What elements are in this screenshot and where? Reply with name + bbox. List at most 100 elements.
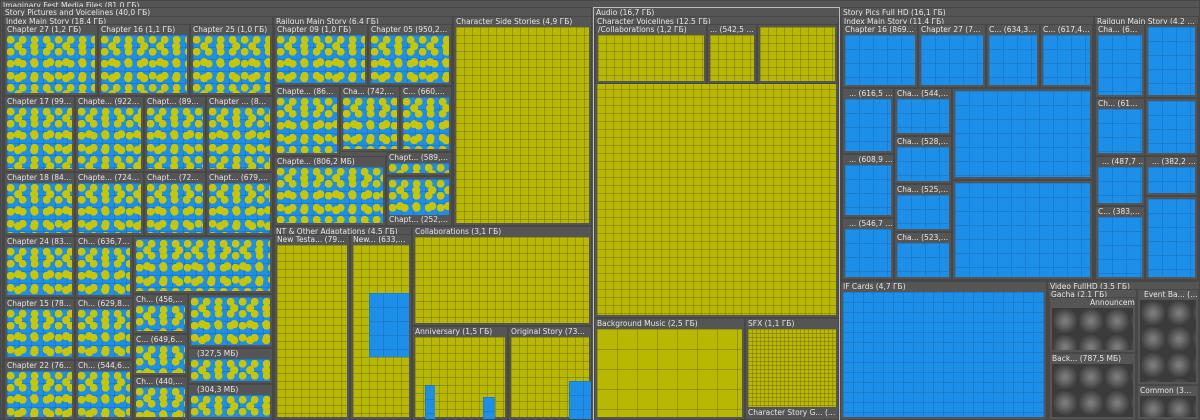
chapter-label: Chapter ... (873,0 МБ)	[209, 97, 270, 106]
chapter-label: Ch... (616,6 МБ)	[1098, 99, 1142, 108]
railgun-chapter-folder[interactable]: Chapte... (806,2 МБ)	[274, 156, 386, 226]
chapter-label: Chapt... (679,1 МБ)	[209, 173, 270, 182]
audio-unnamed-folder[interactable]: ... (542,5 МБ)	[707, 24, 757, 84]
if-cards-folder[interactable]: IF Cards (4,7 ГБ)	[840, 281, 1047, 420]
hd-chapter-folder[interactable]	[952, 88, 1093, 180]
hd-chapter-folder[interactable]: C... (617,4 МБ)	[1040, 24, 1093, 88]
chapter-folder[interactable]: (304,3 МБ)	[188, 384, 273, 420]
announcement-folder[interactable]: Announcement (1,0 ГБ)	[1049, 297, 1136, 353]
chapter-label: Cha... (525,9 МБ)	[897, 185, 949, 194]
hd-chapter-folder[interactable]: ... (546,7 МБ)	[842, 218, 894, 280]
chapter-label: Cha... (544,9 МБ)	[897, 89, 949, 98]
chapter-label: Chapter 15 (785,5 МБ)	[7, 299, 72, 308]
chapter-15-folder[interactable]: Chapter 15 (785,5 МБ)	[4, 298, 75, 360]
chapter-label: Chapter 22 (769,1 МБ)	[7, 361, 72, 370]
chapter-label: Ch... (456,4 МБ)	[136, 295, 185, 304]
common-folder[interactable]: Common (377,1 МБ)	[1137, 385, 1199, 420]
chapter-folder[interactable]: (327,5 МБ)	[188, 348, 273, 384]
chapter-label: Chapter 27 (1,2 ГБ)	[7, 25, 82, 34]
railgun-chapter-folder[interactable]: Chapter 05 (950,2 МБ)	[368, 24, 452, 86]
back-label: Back... (787,5 МБ)	[1052, 354, 1122, 363]
chapter-label: Ch... (544,6 МБ)	[78, 361, 130, 370]
hd-chapter-folder[interactable]: Cha... (544,9 МБ)	[894, 88, 952, 136]
chapter-label: Cha... (523,2 МБ)	[897, 233, 949, 242]
railgun-chapter-folder[interactable]: Chapt... (252,5 МБ)	[386, 176, 452, 226]
chapter-label: Cha... (742,9 МБ)	[343, 87, 397, 96]
chapter-label: Chapt... (252,5 МБ)	[389, 215, 449, 224]
chapter-label: Ch... (440,0 МБ)	[136, 377, 185, 386]
railgun-hd-chapter-folder[interactable]: Ch... (616,6 МБ)	[1095, 98, 1145, 156]
chapter-folder[interactable]: Chapt... (679,1 МБ)	[206, 172, 273, 236]
anniversary-folder[interactable]: Anniversary (1,5 ГБ)	[412, 326, 508, 420]
bgm-folder[interactable]: Background Music (2,5 ГБ)	[594, 318, 745, 420]
chapter-label: Chapte... (922,9 МБ)	[78, 97, 141, 106]
chapter-folder[interactable]: Ch... (440,0 МБ)	[133, 376, 188, 420]
railgun-hd-chapter-folder[interactable]	[1145, 24, 1198, 98]
sfx-folder[interactable]: SFX (1,1 ГБ) Character Story G... (465,2…	[745, 318, 839, 420]
hd-chapter-folder[interactable]: Cha... (523,2 МБ)	[894, 232, 952, 280]
chapter-folder[interactable]	[188, 294, 273, 348]
chapter-24-folder[interactable]: Chapter 24 (834,4 МБ)	[4, 236, 75, 298]
chapter-folder[interactable]: Ch... (544,6 МБ)	[75, 360, 133, 420]
hd-chapter-folder[interactable]	[952, 180, 1093, 280]
railgun-hd-chapter-folder[interactable]	[1145, 196, 1198, 280]
chapter-folder[interactable]	[133, 236, 273, 294]
chapter-folder[interactable]: Chapt... (723,8 МБ)	[144, 172, 206, 236]
chapter-25-folder[interactable]: Chapter 25 (1,0 ГБ)	[190, 24, 273, 96]
chapter-label: Chapter 25 (1,0 ГБ)	[193, 25, 268, 34]
hd-chapter-folder[interactable]: ... (616,5 МБ)	[842, 88, 894, 154]
chapter-folder[interactable]: Ch... (456,4 МБ)	[133, 294, 188, 334]
railgun-chapter-folder[interactable]: C... (660,9 МБ)	[400, 86, 452, 152]
bgm-label: Background Music (2,5 ГБ)	[597, 319, 698, 328]
anniversary-label: Anniversary (1,5 ГБ)	[415, 327, 493, 336]
chapter-label: Chapte... (868,0 МБ)	[277, 87, 337, 96]
original-story-folder[interactable]: Original Story (738,5 МБ)	[508, 326, 592, 420]
collab-story-folder[interactable]: Collaborations (3,1 ГБ)	[412, 226, 592, 326]
railgun-chapter-folder[interactable]: Chapter 09 (1,0 ГБ)	[274, 24, 368, 86]
railgun-hd-chapter-folder[interactable]	[1145, 98, 1198, 156]
chapter-label: C... (383,8 МБ)	[1098, 207, 1142, 216]
chapter-folder[interactable]: Chapte... (922,9 МБ)	[75, 96, 144, 172]
chapter-label: ... (382,2 МБ)	[1152, 157, 1198, 166]
railgun-hd-chapter-folder[interactable]: C... (383,8 МБ)	[1095, 206, 1145, 280]
chapter-label: ... (608,9 МБ)	[849, 155, 893, 164]
event-folder[interactable]: Event Ba... (1,2 ГБ)	[1137, 289, 1199, 385]
chapter-22-folder[interactable]: Chapter 22 (769,1 МБ)	[4, 360, 75, 420]
railgun-chapter-folder[interactable]: Cha... (742,9 МБ)	[340, 86, 400, 152]
hd-chapter-folder[interactable]: Cha... (528,2 МБ)	[894, 136, 952, 184]
chapter-17-folder[interactable]: Chapter 17 (999,9 МБ)	[4, 96, 75, 172]
railgun-hd-chapter-folder[interactable]: ... (382,2 МБ)	[1145, 156, 1198, 196]
chapter-label: C... (660,9 МБ)	[403, 87, 449, 96]
chapter-folder[interactable]: Chapter ... (873,0 МБ)	[206, 96, 273, 172]
announcement-label: Announcement (1,0 ГБ)	[1090, 298, 1135, 307]
chapter-label: ... (616,5 МБ)	[849, 89, 893, 98]
chapter-folder[interactable]: Chapte... (724,4 МБ)	[75, 172, 144, 236]
nt-sub-folder[interactable]: New... (633,5 МБ)	[350, 234, 412, 420]
railgun-chapter-folder[interactable]: Chapt... (589,3 МБ)	[386, 152, 452, 176]
hd-chapter-folder[interactable]: Chapter 27 (799,5 МБ)	[918, 24, 986, 88]
chapter-16-folder[interactable]: Chapter 16 (1,1 ГБ)	[98, 24, 190, 96]
nt-sub-folder[interactable]: New Testa... (790,4 МБ)	[274, 234, 350, 420]
chapter-18-folder[interactable]: Chapter 18 (843,8 МБ)	[4, 172, 75, 236]
char-side-folder[interactable]: Character Side Stories (4,9 ГБ)	[453, 16, 592, 226]
sfx-label: SFX (1,1 ГБ)	[748, 319, 795, 328]
hd-chapter-folder[interactable]: Cha... (525,9 МБ)	[894, 184, 952, 232]
railgun-chapter-folder[interactable]: Chapte... (868,0 МБ)	[274, 86, 340, 156]
chapter-folder[interactable]: Ch... (629,8 МБ)	[75, 298, 133, 360]
railgun-hd-chapter-folder[interactable]: Cha... (625,5 МБ)	[1095, 24, 1145, 98]
char-side-label: Character Side Stories (4,9 ГБ)	[456, 17, 573, 26]
hd-chapter-folder[interactable]: C... (634,3 МБ)	[986, 24, 1040, 88]
chapter-folder[interactable]: C... (649,6 МБ)	[133, 334, 188, 376]
hd-chapter-folder[interactable]: ... (608,9 МБ)	[842, 154, 894, 218]
railgun-hd-chapter-folder[interactable]: ... (487,7 МБ)	[1095, 156, 1145, 206]
back-folder[interactable]: Back... (787,5 МБ)	[1049, 353, 1136, 420]
chapter-folder[interactable]: Chapt... (891,3 МБ)	[144, 96, 206, 172]
chapter-folder[interactable]: Ch... (636,7 МБ)	[75, 236, 133, 298]
original-story-label: Original Story (738,5 МБ)	[511, 327, 589, 336]
chapter-27-folder[interactable]: Chapter 27 (1,2 ГБ)	[4, 24, 98, 96]
voicelines-sub-folder[interactable]	[757, 24, 838, 84]
chapter-label: Chapt... (589,3 МБ)	[389, 153, 449, 162]
chapter-label: Cha... (625,5 МБ)	[1098, 25, 1142, 34]
hd-chapter-folder[interactable]: Chapter 16 (869,0 МБ)	[842, 24, 918, 88]
collab-audio-folder[interactable]: /Collaborations (1,2 ГБ)	[595, 24, 707, 84]
